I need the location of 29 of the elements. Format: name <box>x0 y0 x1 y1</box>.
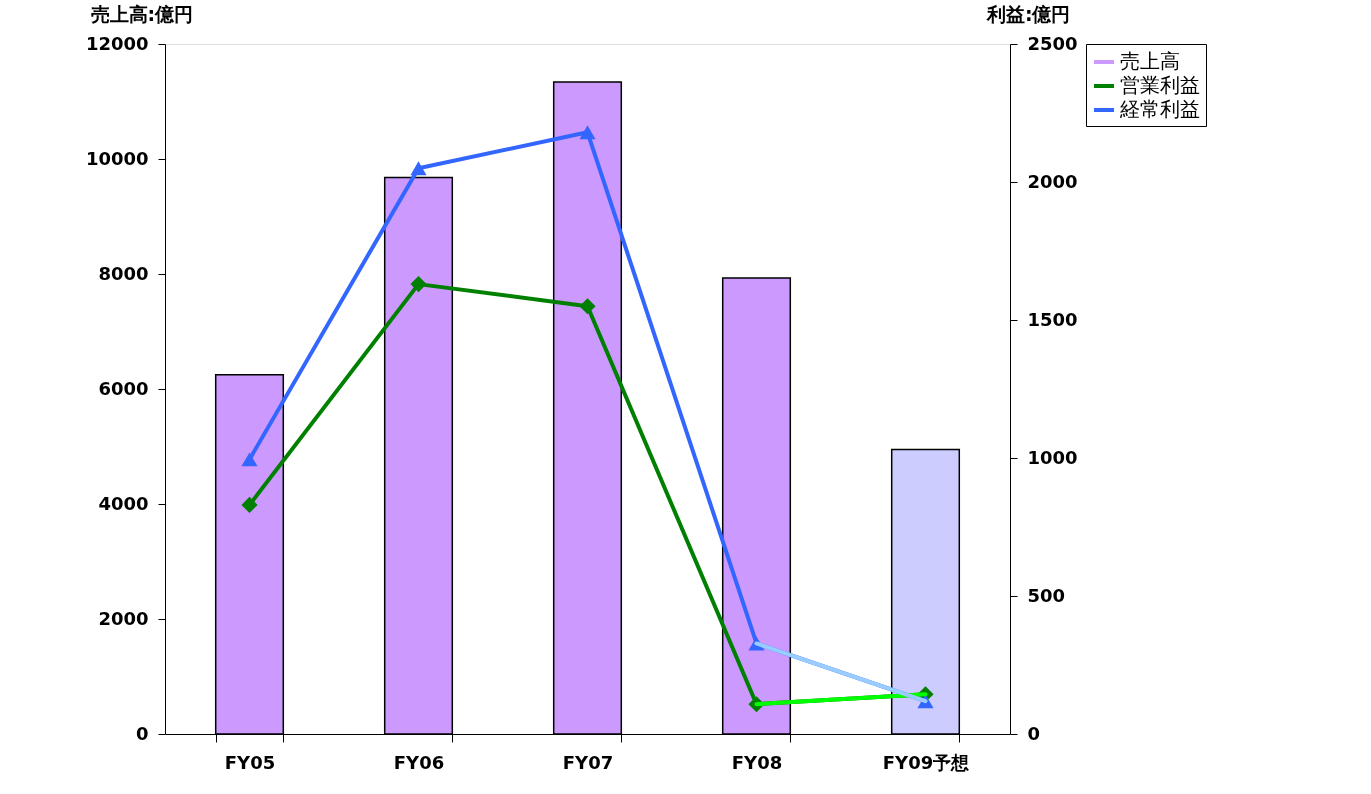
point <box>410 276 427 293</box>
y2-tick-label: 1500 <box>1027 308 1078 330</box>
point <box>241 452 258 467</box>
point <box>579 298 596 315</box>
y2-tick-label: 2500 <box>1027 32 1078 54</box>
x-tick-label: FY06 <box>393 751 445 773</box>
y-tick-label: 12000 <box>85 32 149 54</box>
point <box>410 161 427 176</box>
x-tick-label: FY08 <box>731 751 783 773</box>
x-tick-label: FY09予想 <box>882 751 970 773</box>
y2-tick-label: 0 <box>1027 722 1041 744</box>
y2-tick-label: 500 <box>1027 584 1066 606</box>
y-axis-title: 売上高:億円 <box>90 2 194 25</box>
y-tick-label: 0 <box>135 722 149 744</box>
y2-axis-title: 利益:億円 <box>985 2 1071 25</box>
legend-label: 営業利益 <box>1120 73 1200 97</box>
point <box>579 125 596 140</box>
y-tick-label: 8000 <box>98 262 149 284</box>
y-tick-label: 6000 <box>98 377 149 399</box>
legend-label: 経常利益 <box>1119 97 1200 121</box>
y-tick-label: 2000 <box>98 607 149 629</box>
point <box>241 496 258 513</box>
legend-label: 売上高 <box>1120 49 1180 73</box>
x-tick-label: FY05 <box>224 751 276 773</box>
x-tick-label: FY07 <box>562 751 614 773</box>
y-tick-label: 4000 <box>98 492 149 514</box>
y2-tick-label: 2000 <box>1027 170 1078 192</box>
y-tick-label: 10000 <box>85 147 149 169</box>
y2-tick-label: 1000 <box>1027 446 1078 468</box>
